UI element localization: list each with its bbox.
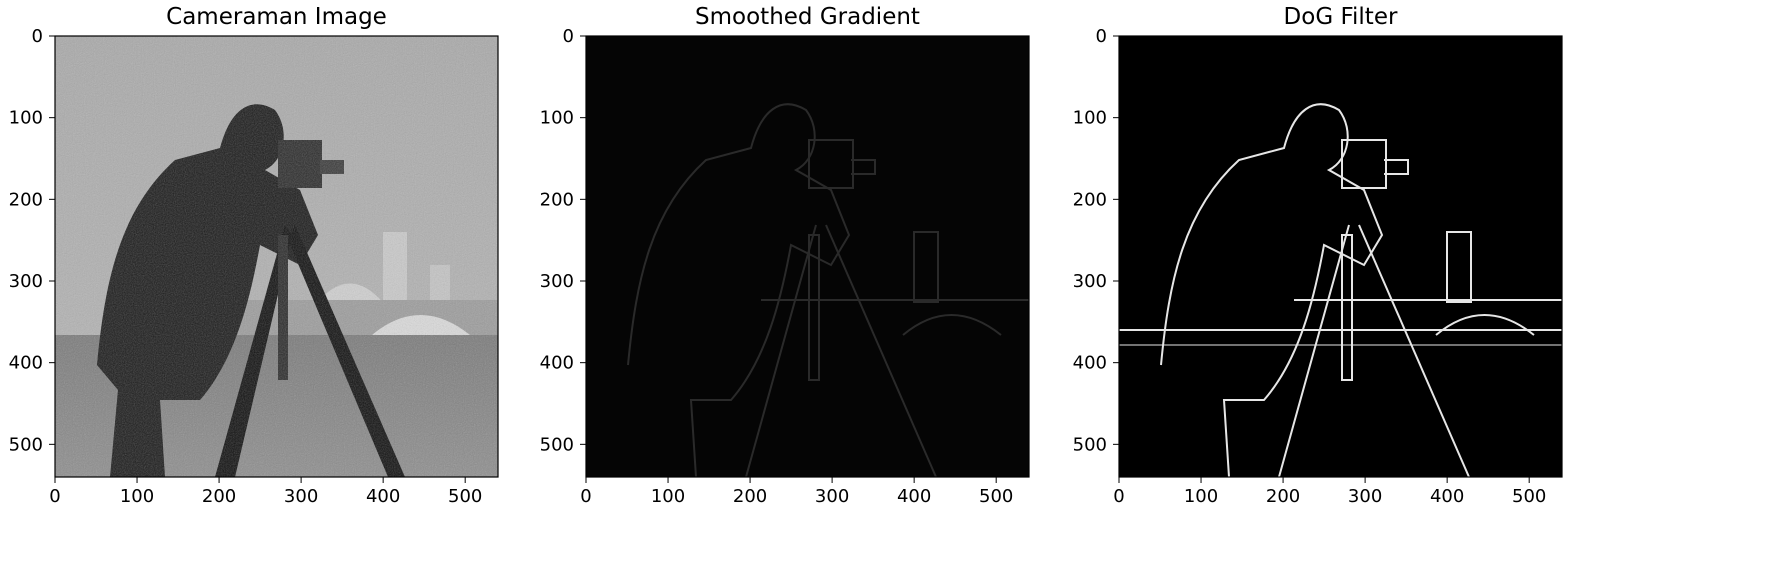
axes-layer: Cameraman Image 0 100 200 300 400 500 0 100 200 30… xyxy=(9,4,1563,507)
x-tick-label: 500 xyxy=(979,486,1013,507)
y-tick-label: 200 xyxy=(9,189,43,210)
y-tick-label: 300 xyxy=(1073,271,1107,292)
axes-frame xyxy=(54,35,499,478)
x-tick-label: 100 xyxy=(1184,486,1218,507)
x-tick-label: 200 xyxy=(202,486,236,507)
y-tick-label: 300 xyxy=(540,271,574,292)
x-tick-label: 500 xyxy=(1512,486,1546,507)
x-tick-label: 0 xyxy=(580,486,591,507)
x-tick-label: 200 xyxy=(1266,486,1300,507)
x-tick-label: 0 xyxy=(49,486,60,507)
chart-title: Smoothed Gradient xyxy=(695,4,920,30)
y-tick-label: 500 xyxy=(540,434,574,455)
dog-filter-image xyxy=(1119,36,1562,478)
y-tick-label: 500 xyxy=(1073,434,1107,455)
y-tick-label: 500 xyxy=(9,434,43,455)
y-tick-label: 200 xyxy=(1073,189,1107,210)
smoothed-gradient-image xyxy=(586,36,1029,478)
y-tick-label: 0 xyxy=(1096,26,1107,47)
y-tick-label: 300 xyxy=(9,271,43,292)
axes-frame xyxy=(1118,35,1563,478)
x-tick-label: 300 xyxy=(815,486,849,507)
x-tick-label: 200 xyxy=(733,486,767,507)
panel-dog-filter: DoG Filter 0 100 200 300 400 500 0 100 200 300 400 5… xyxy=(1073,4,1563,507)
chart-title: Cameraman Image xyxy=(166,4,387,30)
panel-smoothed-gradient: Smoothed Gradient 0 100 200 300 400 500 0 100 200… xyxy=(540,4,1030,507)
chart-title: DoG Filter xyxy=(1284,4,1398,30)
panel-cameraman: Cameraman Image 0 100 200 300 400 500 0 100 200 30… xyxy=(9,4,499,507)
x-tick-label: 100 xyxy=(651,486,685,507)
axes-frame xyxy=(585,35,1030,478)
x-tick-label: 400 xyxy=(1430,486,1464,507)
cameraman-image xyxy=(55,36,498,477)
x-tick-label: 400 xyxy=(897,486,931,507)
x-tick-label: 400 xyxy=(366,486,400,507)
x-tick-label: 100 xyxy=(120,486,154,507)
x-tick-label: 300 xyxy=(284,486,318,507)
y-tick-label: 100 xyxy=(1073,108,1107,129)
y-tick-label: 400 xyxy=(540,353,574,374)
y-tick-label: 400 xyxy=(9,353,43,374)
y-tick-label: 0 xyxy=(563,26,574,47)
y-tick-label: 200 xyxy=(540,189,574,210)
y-tick-label: 100 xyxy=(540,108,574,129)
x-tick-label: 500 xyxy=(448,486,482,507)
y-tick-label: 100 xyxy=(9,108,43,129)
y-tick-label: 400 xyxy=(1073,353,1107,374)
x-tick-label: 300 xyxy=(1348,486,1382,507)
y-tick-label: 0 xyxy=(32,26,43,47)
x-tick-label: 0 xyxy=(1113,486,1124,507)
